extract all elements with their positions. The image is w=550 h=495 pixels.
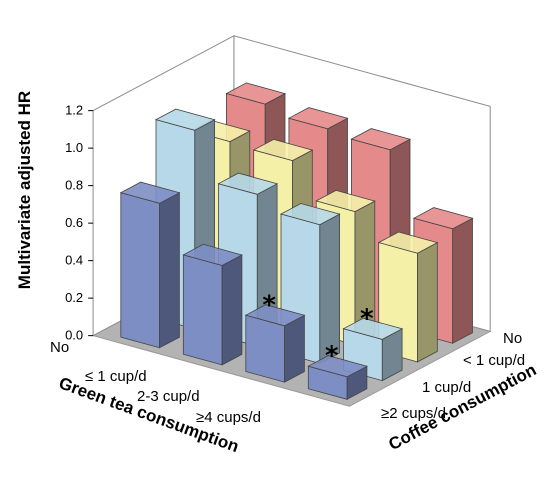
y-tick-label: 0.6 <box>65 215 83 230</box>
bars: * * * <box>119 82 474 400</box>
y-axis: 0.0 0.2 0.4 0.6 0.8 1.0 1.2 <box>65 103 94 343</box>
bar-2-cups-d-4-cups-d <box>307 355 368 400</box>
y-axis-title: Multivariate adjusted HR <box>15 91 34 289</box>
y-tick-label: 0.8 <box>65 178 83 193</box>
y-tick-label: 1.0 <box>65 140 83 155</box>
green-tea-tick-labels: No ≤ 1 cup/d 2-3 cup/d ≥4 cups/d <box>50 339 261 426</box>
coffee-label-1-cup-d: < 1 cup/d <box>463 352 525 369</box>
coffee-label-no: No <box>503 330 522 347</box>
green-tea-label-no: No <box>50 339 69 356</box>
y-tick-label: 1.2 <box>65 103 83 118</box>
bar-2-cups-d-1-cup-d <box>182 243 243 366</box>
significance-marker: * <box>325 341 339 371</box>
coffee-tick-labels: No < 1 cup/d 1 cup/d ≥2 cups/d <box>381 330 525 422</box>
bar-2-cups-d-no <box>119 181 181 349</box>
significance-marker: * <box>262 290 276 320</box>
coffee-label-1-cup-d: 1 cup/d <box>422 379 471 396</box>
bar-2-cups-d-2-3-cup-d <box>244 304 306 383</box>
y-tick-label: 0.2 <box>65 290 83 305</box>
green-tea-label-4-cups-d: ≥4 cups/d <box>196 409 261 426</box>
y-tick-label: 0.0 <box>65 328 83 343</box>
green-tea-label-1-cup-d: ≤ 1 cup/d <box>85 368 147 385</box>
coffee-label-2-cups-d: ≥2 cups/d <box>381 405 446 422</box>
significance-marker: * <box>360 304 374 334</box>
y-tick-label: 0.4 <box>65 253 83 268</box>
green-tea-label-2-3-cup-d: 2-3 cup/d <box>137 388 200 405</box>
